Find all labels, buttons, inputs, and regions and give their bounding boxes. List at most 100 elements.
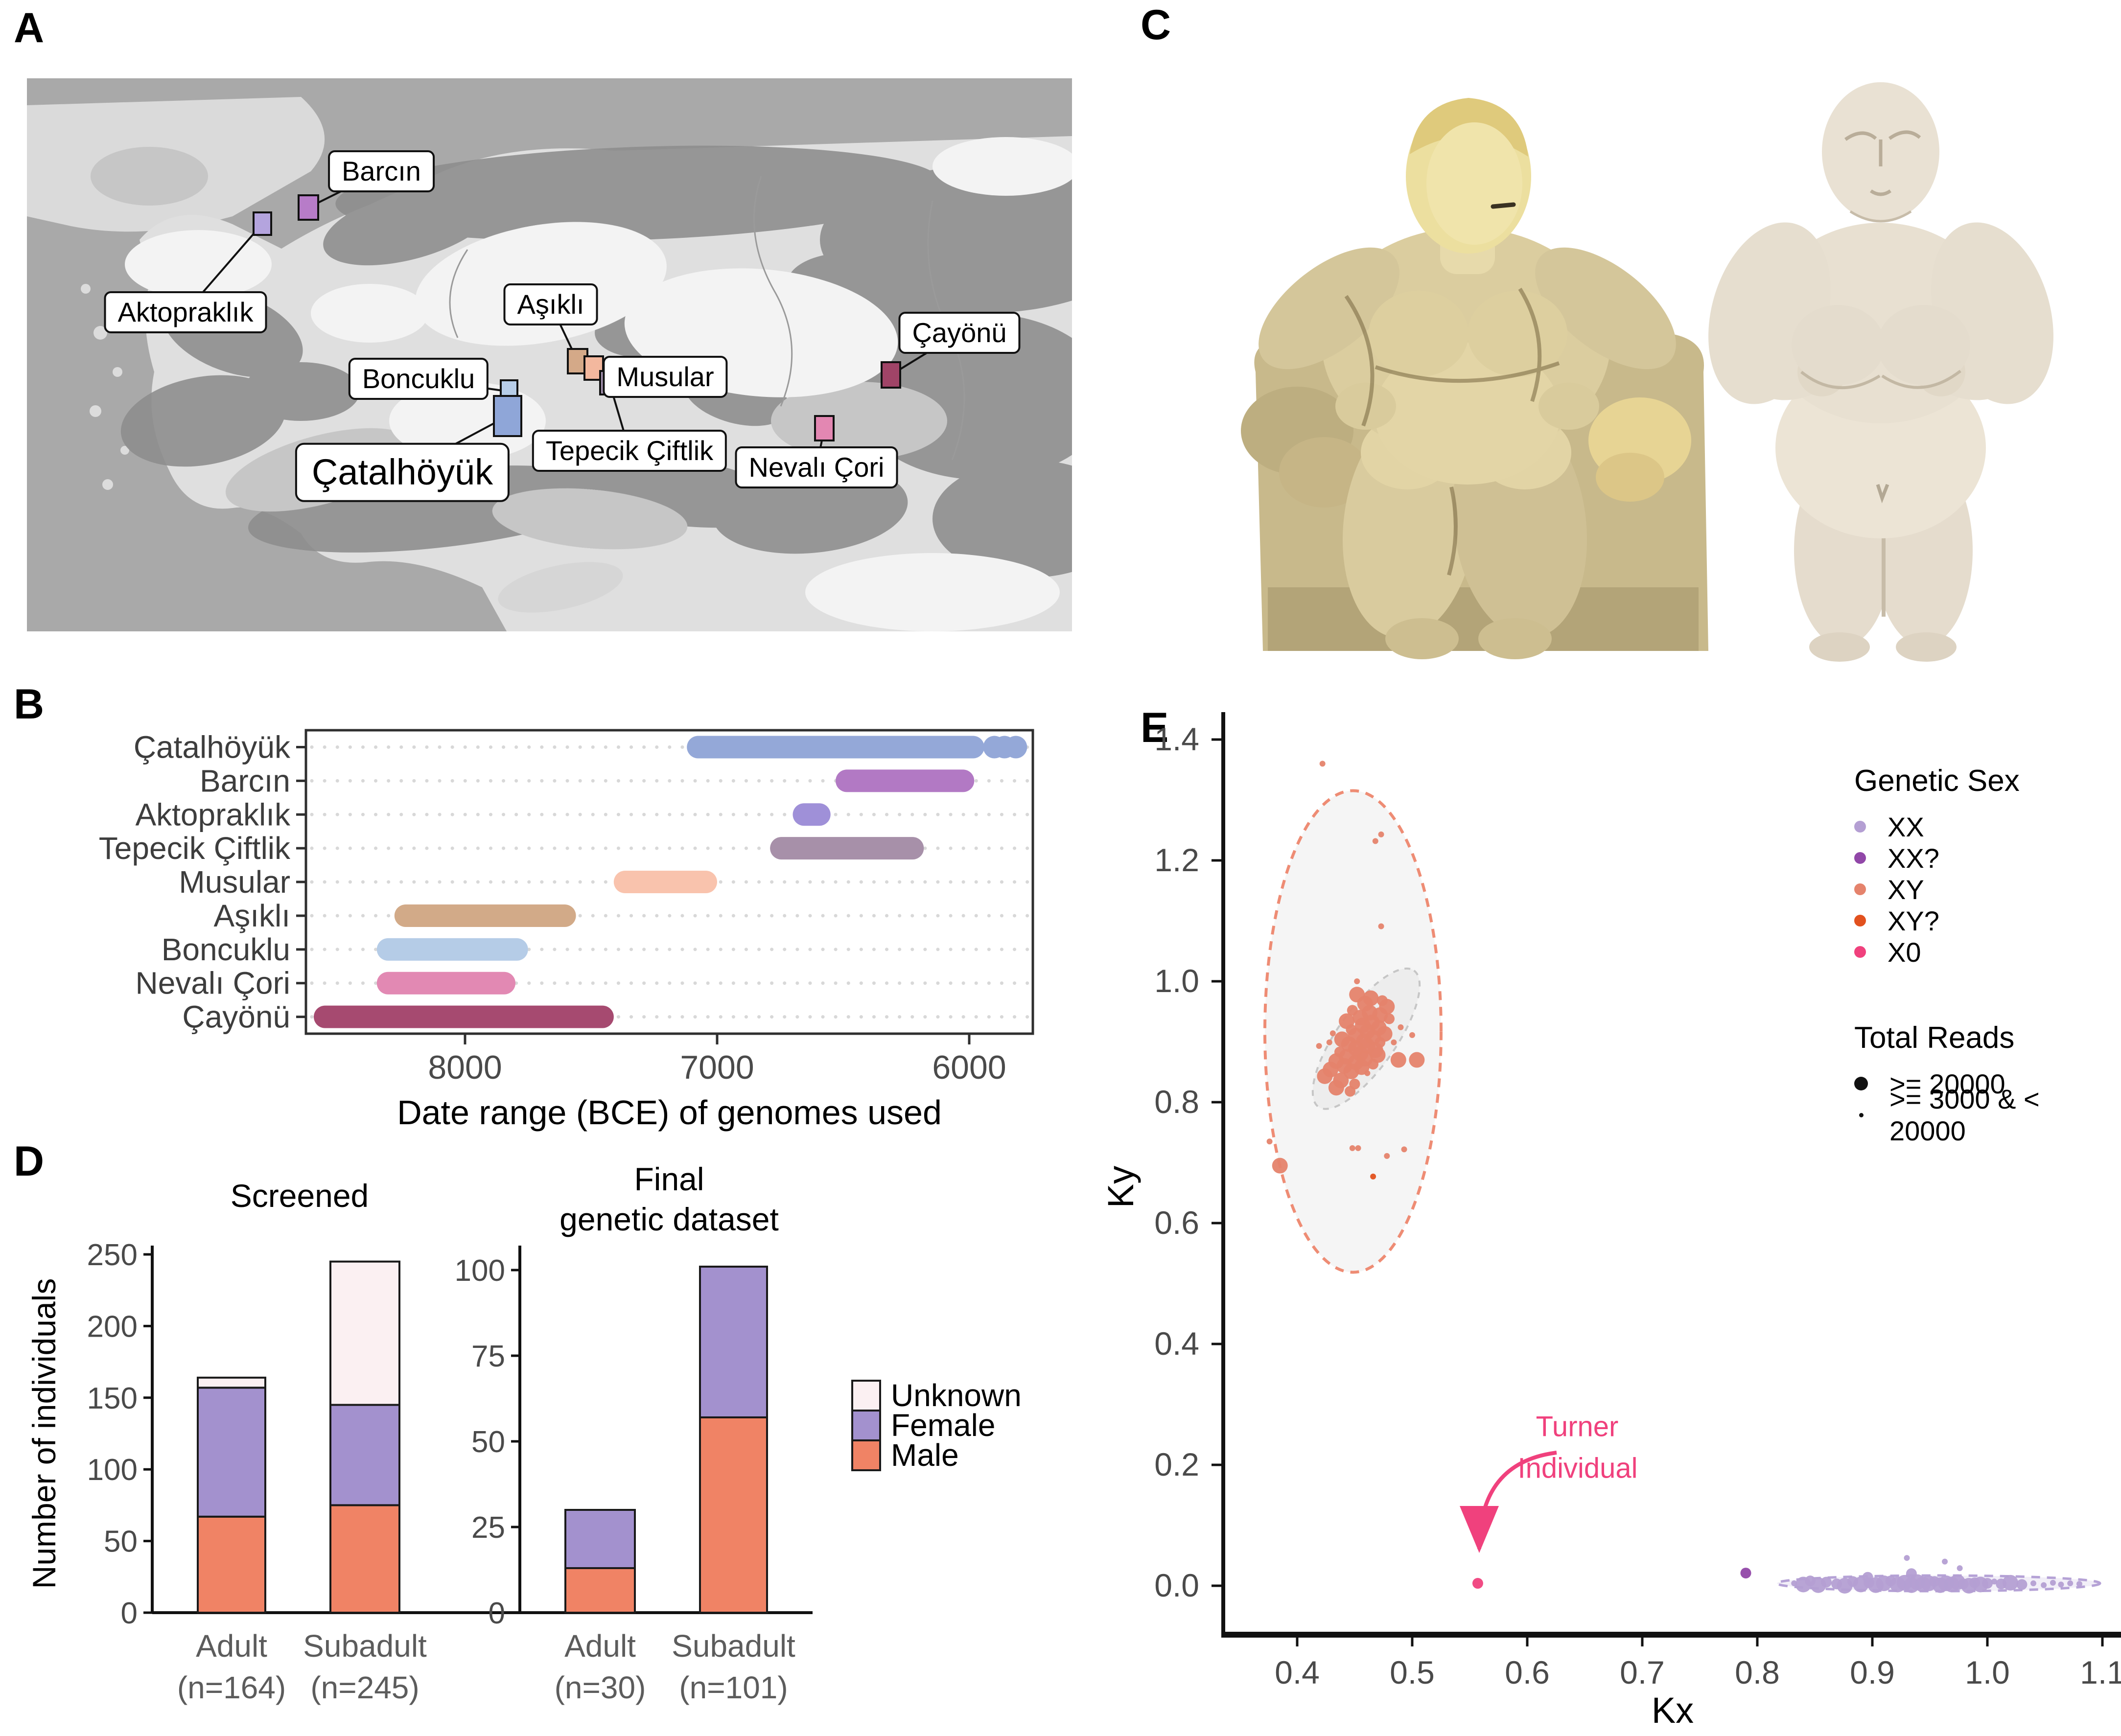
stack-segment-female [699,1266,768,1418]
point-XY [1355,1145,1361,1151]
panel-letter-e: E [1141,704,1169,751]
figurine-photos [1241,82,2053,662]
y-tick-label: 100 [455,1254,505,1288]
point-XX [2003,1574,2018,1591]
site-category-label: Çatalhöyük [134,730,291,765]
anatolia-map [27,78,1072,631]
reads-legend-dot-large [1854,1077,1868,1090]
map-label-musular: Musular [603,356,728,398]
ky-tick-label: 0.6 [1154,1204,1199,1241]
kx-tick-label: 0.6 [1505,1654,1550,1690]
genetic-sex-legend-title: Genetic Sex [1854,764,2020,798]
y-tick-label: 150 [87,1382,138,1415]
kx-tick-label: 0.5 [1390,1654,1435,1690]
reads-legend-item: >= 20000 [1854,1068,2121,1099]
reads-legend-item: >= 3000 & < 20000 [1854,1084,2121,1146]
legend-swatch-unknown [851,1380,881,1412]
ky-tick-label: 0.8 [1154,1084,1199,1120]
ky-tick-label: 0.4 [1154,1325,1199,1362]
sex-legend-item-x0: X0 [1854,936,2020,968]
sex-legend-dot [1854,946,1866,958]
x-tick-label: 8000 [428,1049,502,1086]
turner-arrow [1460,1451,1557,1553]
map-label-aktopraklik: Aktopraklık [104,291,267,333]
site-category-label: Boncuklu [162,932,290,967]
map-marker-aktopraklik [253,211,272,236]
chart-title: genetic dataset [559,1201,779,1237]
y-tick-label: 100 [87,1453,138,1487]
sex-legend-label: XX? [1888,842,1939,874]
map-marker-cayonu [881,361,901,389]
panel-letter-b: B [14,681,45,728]
point-XX [1957,1565,1963,1572]
category-label: Adult [196,1628,267,1664]
point-XY [1364,1070,1371,1076]
x-axis-title: Date range (BCE) of genomes used [397,1093,942,1132]
date-range-bar-7 [376,972,515,995]
y-tick-label: 0 [121,1597,138,1630]
chart-title: Final [634,1161,704,1197]
point-XY [1326,1039,1332,1045]
turner-annotation-line1: Turner [1536,1411,1619,1443]
ky-tick-label: 1.0 [1154,963,1199,999]
date-range-bar-1 [836,769,975,792]
y-tick-label: 200 [87,1310,138,1343]
point-XY [1401,1146,1407,1153]
map-label-nevali: Nevalı Çori [735,446,898,488]
point-XY [1266,1138,1273,1145]
stack-segment-unknown [329,1260,400,1406]
date-range-bar-5 [394,904,576,927]
point-XY? [1370,1173,1376,1180]
sex-legend-label: XY [1888,874,1924,905]
panel-letter-c: C [1141,1,1171,48]
panel-letter-a: A [14,4,45,51]
category-label: Subadult [303,1628,427,1664]
genetic-sex-legend: Genetic Sex XX XX? XY XY? X0 [1854,764,2020,968]
panel-letter-d: D [14,1138,45,1185]
y-tick-label: 0 [489,1597,505,1630]
legend-swatch-female [851,1410,881,1441]
point-XY [1316,1043,1322,1049]
point-XY [1328,1080,1344,1096]
ky-tick-label: 1.4 [1154,721,1199,757]
point-XX [1904,1555,1910,1561]
kx-tick-label: 0.8 [1735,1654,1780,1690]
point-XY [1409,1052,1425,1068]
site-category-label: Tepecik Çiftlik [99,831,291,866]
kx-ky-scatter: 0.0 0.2 0.4 0.6 0.8 1.0 1.2 1.4 0.4 0.5 0.6 0.7 0.8 0… [1101,712,2121,1731]
kx-tick-label: 0.7 [1620,1654,1665,1690]
point-XY [1272,1157,1288,1174]
sex-legend-item-xx: XX [1854,811,2020,842]
point-XY [1317,1068,1333,1084]
point-XX [2041,1582,2047,1588]
point-XY [1372,838,1378,844]
sex-legend-item-xxq: XX? [1854,842,2020,874]
map-label-cayonu: Çayönü [898,312,1021,354]
point-XY [1409,1032,1415,1038]
sex-legend-item-xy: XY [1854,874,2020,905]
stack-segment-male [699,1416,768,1614]
total-reads-legend: Total Reads >= 20000 >= 3000 & < 20000 [1854,1020,2121,1146]
turner-annotation-line2: Individual [1517,1452,1638,1484]
y-tick-label: 50 [104,1525,138,1559]
y-axis-title: Number of individuals [26,1278,62,1589]
kx-axis-title: Kx [1652,1690,1694,1731]
point-XX [1862,1572,1873,1583]
site-category-label: Barcın [200,763,290,798]
point-XX? [1740,1568,1751,1579]
stack-segment-female [564,1509,636,1569]
sex-legend-item-xyq: XY? [1854,905,2020,936]
date-range-bar-4 [613,871,717,894]
point-XY [1378,923,1384,929]
category-n-label: (n=101) [679,1670,788,1705]
x-tick-label: 6000 [932,1049,1006,1086]
category-label: Adult [564,1628,636,1664]
y-tick-label: 250 [87,1238,138,1272]
stack-segment-male [329,1504,400,1614]
stack-segment-male [564,1567,636,1614]
date-range-bar-3 [770,837,924,860]
reads-legend-label: >= 20000 [1889,1068,2005,1099]
sex-legend-label: X0 [1888,936,1921,968]
y-tick-label: 75 [471,1340,505,1373]
